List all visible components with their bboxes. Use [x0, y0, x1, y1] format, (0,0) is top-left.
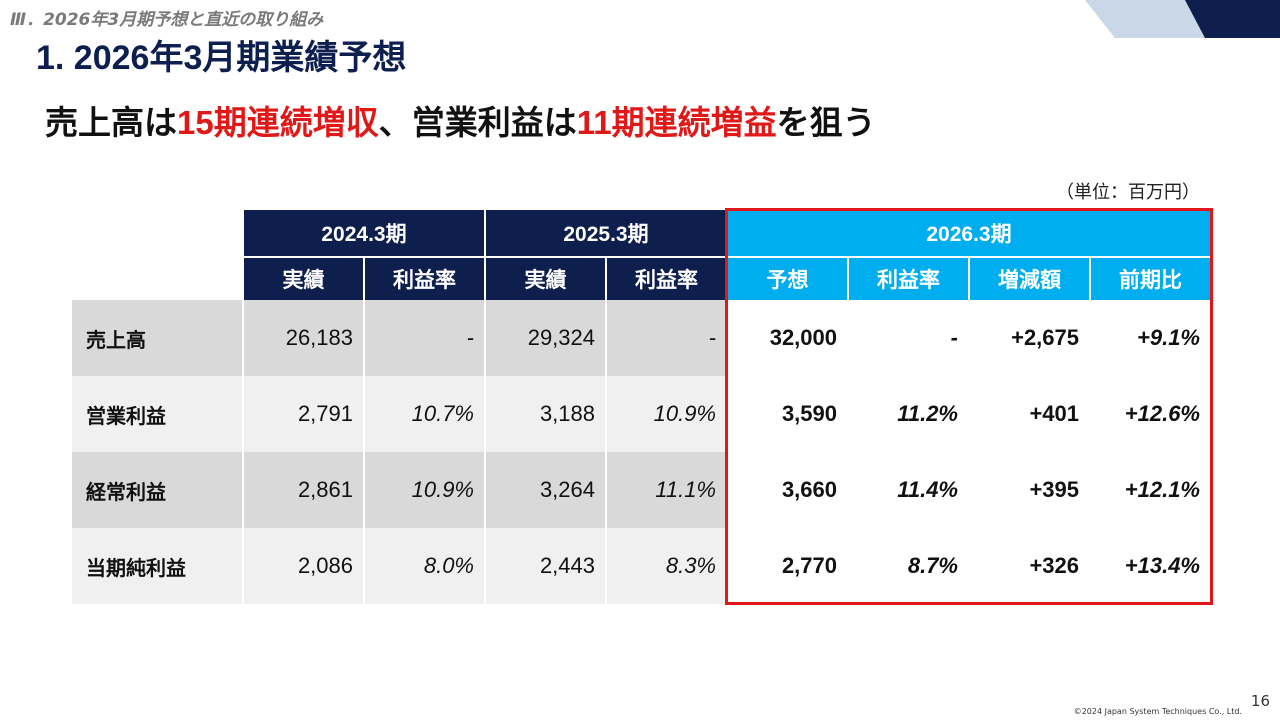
table-cell: 10.9%: [365, 452, 484, 528]
headline: 売上高は15期連続増収、営業利益は11期連続増益を狙う: [45, 96, 876, 144]
section-label: Ⅲ．2026年3月期予想と直近の取り組み: [10, 10, 324, 30]
page-title: 1. 2026年3月期業績予想: [36, 39, 407, 77]
table-cell: 8.0%: [365, 528, 484, 604]
table-row: 当期純利益 2,086 8.0% 2,443 8.3% 2,770 8.7% +…: [72, 528, 1210, 604]
headline-highlight-profit: 11期連続増益: [576, 104, 777, 141]
header-corner: [72, 210, 242, 256]
period-header-2026: 2026.3期: [728, 210, 1210, 256]
table-cell: 2,086: [244, 528, 363, 604]
row-label: 売上高: [72, 300, 242, 376]
table-row: 経常利益 2,861 10.9% 3,264 11.1% 3,660 11.4%…: [72, 452, 1210, 528]
table-cell: +13.4%: [1091, 528, 1210, 604]
headline-part1: 売上高は: [45, 104, 177, 141]
headline-highlight-revenue: 15期連続増収: [177, 104, 379, 141]
copyright: ©2024 Japan System Techniques Co., Ltd.: [1073, 707, 1242, 716]
table-cell: 10.7%: [365, 376, 484, 452]
unit-label: （単位：百万円）: [1056, 182, 1200, 203]
table-cell: 11.2%: [849, 376, 968, 452]
row-label: 当期純利益: [72, 528, 242, 604]
table-cell: +9.1%: [1091, 300, 1210, 376]
table-cell: 11.1%: [607, 452, 726, 528]
table-cell: +326: [970, 528, 1089, 604]
table-cell: 2,861: [244, 452, 363, 528]
table-cell: 32,000: [728, 300, 847, 376]
table-cell: 29,324: [486, 300, 605, 376]
table-cell: 3,264: [486, 452, 605, 528]
table-cell: 3,660: [728, 452, 847, 528]
header-corner-2: [72, 256, 242, 300]
period-header-2024: 2024.3期: [244, 210, 484, 256]
table-cell: -: [365, 300, 484, 376]
table-cell: +395: [970, 452, 1089, 528]
table-row: 売上高 26,183 - 29,324 - 32,000 - +2,675 +9…: [72, 300, 1210, 376]
subheader-change-amount: 増減額: [970, 256, 1089, 300]
table-cell: +12.1%: [1091, 452, 1210, 528]
subheader-actual-2025: 実績: [486, 256, 605, 300]
table-cell: +401: [970, 376, 1089, 452]
table-cell: 2,791: [244, 376, 363, 452]
table-cell: 8.7%: [849, 528, 968, 604]
row-label: 営業利益: [72, 376, 242, 452]
table-cell: 26,183: [244, 300, 363, 376]
table-cell: 8.3%: [607, 528, 726, 604]
headline-part2: 、営業利益は: [378, 104, 577, 141]
table-cell: -: [607, 300, 726, 376]
table-cell: 3,188: [486, 376, 605, 452]
table-row: 営業利益 2,791 10.7% 3,188 10.9% 3,590 11.2%…: [72, 376, 1210, 452]
subheader-margin-2026: 利益率: [849, 256, 968, 300]
table-cell: -: [849, 300, 968, 376]
corner-decoration: [1085, 0, 1280, 38]
table-cell: 11.4%: [849, 452, 968, 528]
page-number: 16: [1250, 692, 1270, 710]
table-cell: +2,675: [970, 300, 1089, 376]
subheader-forecast-2026: 予想: [728, 256, 847, 300]
table-cell: 10.9%: [607, 376, 726, 452]
financial-forecast-table: 2024.3期 2025.3期 2026.3期 実績 利益率 実績 利益率 予想…: [70, 210, 1212, 604]
subheader-margin-2025: 利益率: [607, 256, 726, 300]
table-cell: 3,590: [728, 376, 847, 452]
period-header-2025: 2025.3期: [486, 210, 726, 256]
headline-part3: を狙う: [776, 104, 876, 141]
table-cell: 2,443: [486, 528, 605, 604]
subheader-actual-2024: 実績: [244, 256, 363, 300]
subheader-yoy-ratio: 前期比: [1091, 256, 1210, 300]
table-cell: +12.6%: [1091, 376, 1210, 452]
subheader-margin-2024: 利益率: [365, 256, 484, 300]
table-cell: 2,770: [728, 528, 847, 604]
row-label: 経常利益: [72, 452, 242, 528]
